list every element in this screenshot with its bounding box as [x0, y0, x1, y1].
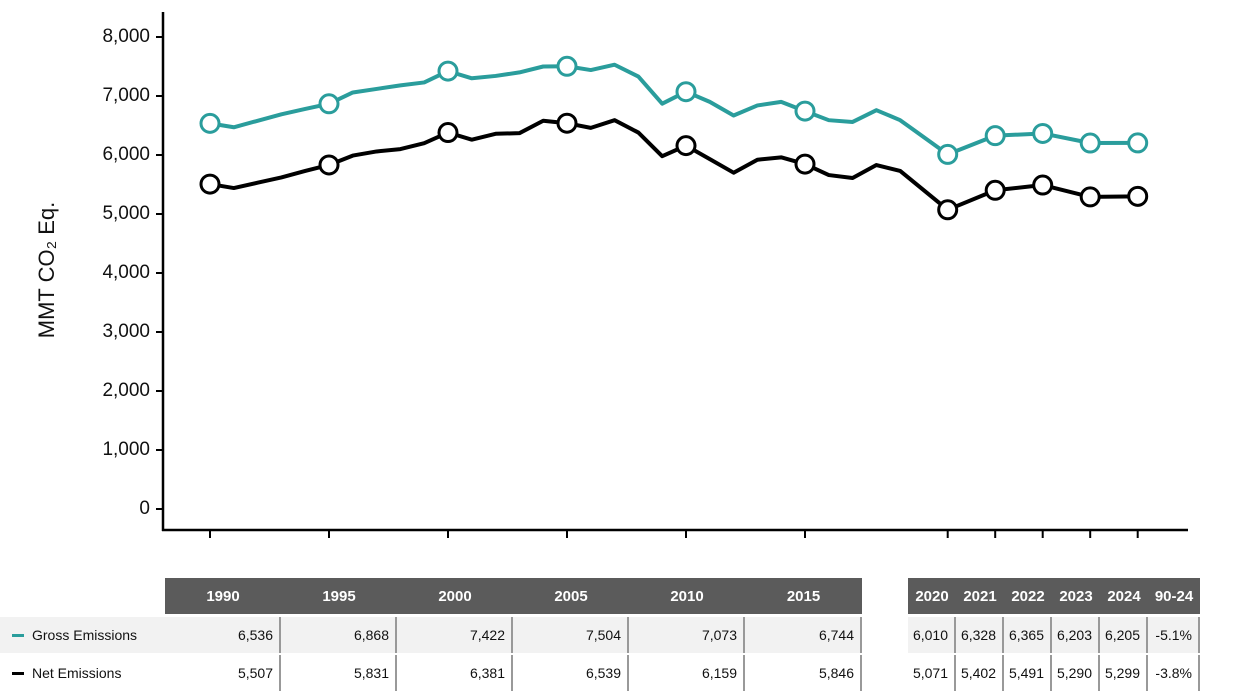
column-header: 2024 [1100, 578, 1148, 614]
legend-label: Gross Emissions [32, 627, 138, 643]
point-marker [437, 122, 459, 144]
table-cell: -3.8% [1148, 655, 1200, 691]
row-label: Gross Emissions [0, 617, 165, 653]
y-tick-label: 1,000 [102, 439, 150, 460]
table-cell: 6,868 [281, 617, 397, 653]
chart: MMT CO₂ Eq. 0 1,000 2,000 3,000 4,000 5,000 6,… [34, 12, 1188, 538]
table-cell: 6,365 [1004, 617, 1052, 653]
column-header: 2005 [513, 578, 629, 614]
table-cell: 7,422 [397, 617, 513, 653]
series-line [209, 62, 1138, 157]
point-marker [675, 135, 697, 157]
point-marker [199, 173, 221, 195]
point-marker [1127, 185, 1149, 207]
y-tick-label: 8,000 [102, 26, 150, 47]
point-marker [1032, 122, 1054, 144]
table-cell: 5,402 [956, 655, 1004, 691]
table-cell: 5,299 [1100, 655, 1148, 691]
table-cell: 6,381 [397, 655, 513, 691]
column-header: 1995 [281, 578, 397, 614]
point-marker [1032, 174, 1054, 196]
table-cell: -5.1% [1148, 617, 1200, 653]
table-cell: 6,205 [1100, 617, 1148, 653]
point-marker [1079, 186, 1101, 208]
point-marker [318, 154, 340, 176]
legend-swatch [12, 633, 24, 637]
point-marker [437, 60, 459, 82]
point-marker [199, 112, 221, 134]
point-marker [1127, 132, 1149, 154]
table-cell: 5,290 [1052, 655, 1100, 691]
point-marker [984, 179, 1006, 201]
table-cell: 6,010 [908, 617, 956, 653]
table-cell: 6,203 [1052, 617, 1100, 653]
column-header: 2015 [745, 578, 862, 614]
table-cell: 5,846 [745, 655, 862, 691]
point-marker [1079, 132, 1101, 154]
table-cell: 6,744 [745, 617, 862, 653]
point-marker [937, 143, 959, 165]
point-marker [984, 125, 1006, 147]
legend-label: Net Emissions [32, 665, 122, 681]
point-marker [794, 153, 816, 175]
y-axis-label: MMT CO₂ Eq. [34, 202, 59, 338]
table-cell: 6,159 [629, 655, 745, 691]
point-marker [556, 112, 578, 134]
table-cell: 5,507 [165, 655, 281, 691]
column-header: 2020 [908, 578, 956, 614]
table-cell: 6,328 [956, 617, 1004, 653]
column-header: 2021 [956, 578, 1004, 614]
table-cell: 5,831 [281, 655, 397, 691]
point-marker [675, 81, 697, 103]
table-cell: 6,539 [513, 655, 629, 691]
point-marker [794, 100, 816, 122]
y-tick-label: 3,000 [102, 321, 150, 342]
column-header: 2023 [1052, 578, 1100, 614]
y-tick-label: 2,000 [102, 380, 150, 401]
table-cell: 5,491 [1004, 655, 1052, 691]
table-cell: 7,073 [629, 617, 745, 653]
y-tick-label: 0 [139, 498, 150, 519]
y-tick-label: 6,000 [102, 144, 150, 165]
legend-swatch [12, 671, 24, 675]
y-tick-label: 5,000 [102, 203, 150, 224]
column-header: 2000 [397, 578, 513, 614]
table-cell: 5,071 [908, 655, 956, 691]
column-header: 2010 [629, 578, 745, 614]
point-marker [318, 93, 340, 115]
column-header: 90-24 [1148, 578, 1200, 614]
y-tick-label: 4,000 [102, 262, 150, 283]
point-marker [556, 55, 578, 77]
table-cell: 7,504 [513, 617, 629, 653]
row-label: Net Emissions [0, 655, 165, 691]
column-header: 1990 [165, 578, 281, 614]
table-cell: 6,536 [165, 617, 281, 653]
column-header: 2022 [1004, 578, 1052, 614]
y-tick-label: 7,000 [102, 85, 150, 106]
point-marker [937, 199, 959, 221]
series-line [209, 118, 1138, 212]
